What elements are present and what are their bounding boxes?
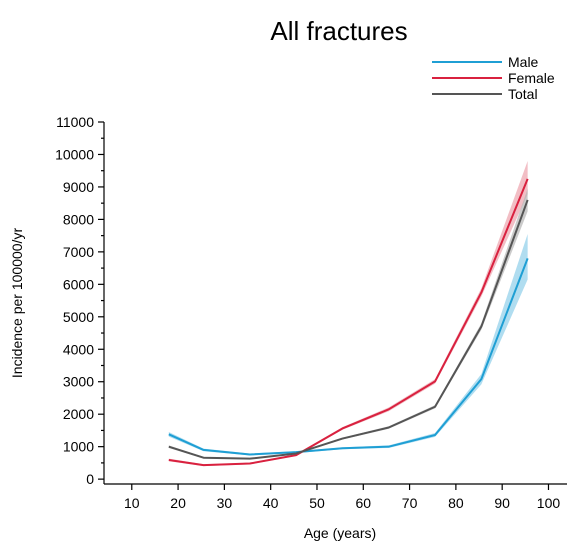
- y-tick-label: 9000: [63, 179, 94, 195]
- y-tick-label: 8000: [63, 211, 94, 227]
- confidence-band-female: [168, 160, 528, 467]
- confidence-band-male: [168, 234, 528, 456]
- legend-label-female: Female: [508, 70, 555, 86]
- x-tick-label: 90: [494, 495, 510, 511]
- confidence-band-total: [168, 188, 528, 460]
- y-tick-label: 6000: [63, 276, 94, 292]
- y-tick-label: 2000: [63, 406, 94, 422]
- y-tick-label: 3000: [63, 374, 94, 390]
- y-tick-label: 10000: [55, 146, 94, 162]
- x-tick-label: 20: [170, 495, 186, 511]
- series-line-total: [168, 199, 529, 460]
- x-tick-label: 60: [355, 495, 371, 511]
- legend-label-total: Total: [508, 86, 538, 102]
- y-tick-label: 5000: [63, 309, 94, 325]
- series-lines: [168, 178, 529, 467]
- x-axis-label: Age (years): [304, 525, 376, 541]
- x-axis-ticks: 10 20 30 40 50 60 70 80 90 100: [124, 484, 560, 511]
- y-axis-ticks: 0 1000 2000 3000 4000 5000 6000 7000 8000 9000 100…: [55, 114, 104, 487]
- x-tick-label: 30: [217, 495, 233, 511]
- y-tick-label: 1000: [63, 439, 94, 455]
- series-line-male: [168, 258, 529, 456]
- y-tick-label: 0: [86, 471, 94, 487]
- y-tick-label: 7000: [63, 244, 94, 260]
- y-tick-label: 11000: [56, 114, 94, 130]
- series-line-female: [168, 178, 529, 467]
- x-tick-label: 50: [309, 495, 325, 511]
- x-tick-label: 40: [263, 495, 279, 511]
- x-tick-label: 10: [124, 495, 140, 511]
- x-tick-label: 100: [537, 495, 561, 511]
- chart-title: All fractures: [270, 16, 407, 46]
- x-tick-label: 70: [402, 495, 418, 511]
- y-axis-label: Incidence per 100000/yr: [9, 228, 25, 379]
- y-tick-label: 4000: [63, 341, 94, 357]
- confidence-bands: [168, 160, 528, 467]
- legend-label-male: Male: [508, 54, 539, 70]
- x-tick-label: 80: [448, 495, 464, 511]
